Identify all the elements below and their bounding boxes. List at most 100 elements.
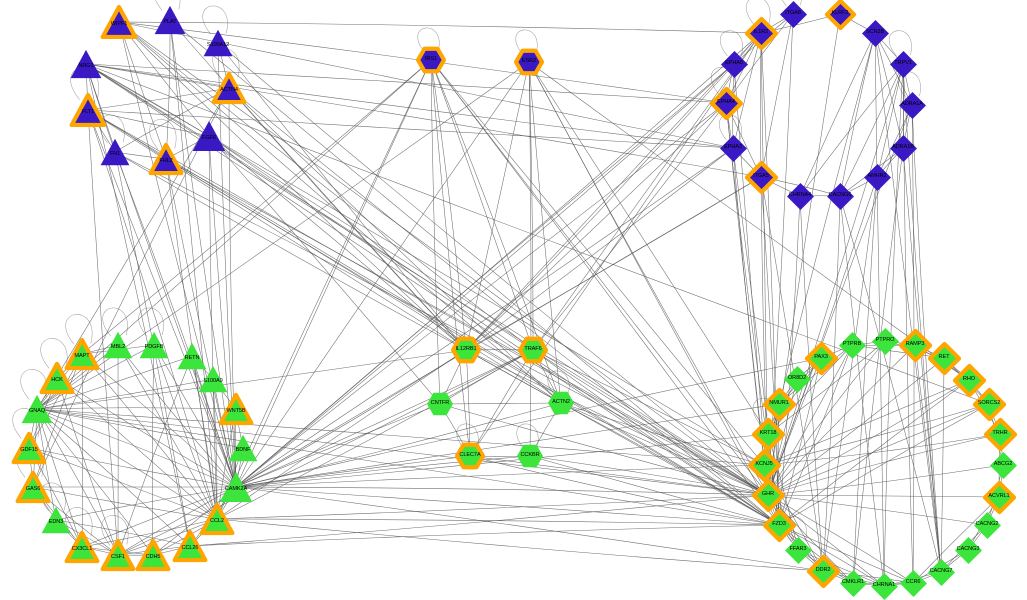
graph-edge <box>778 524 914 584</box>
graph-edge <box>235 357 822 488</box>
graph-node-itga5[interactable]: ITGA5 <box>744 160 779 195</box>
graph-node-actn2[interactable]: ACTN2 <box>545 387 577 419</box>
graph-node-flt1[interactable]: FLT1 <box>68 90 108 130</box>
graph-node-s100a12[interactable]: S100A12 <box>200 25 236 61</box>
graph-node-chrna4[interactable]: CHRNA4 <box>784 180 817 213</box>
graph-node-cckbr[interactable]: CCKBR <box>514 440 546 472</box>
graph-node-gdf15[interactable]: GDF15 <box>10 429 48 467</box>
graph-edge <box>85 63 765 466</box>
graph-edge <box>208 135 218 520</box>
graph-edge <box>189 524 780 547</box>
graph-edge <box>28 447 237 488</box>
graph-edge <box>216 349 534 520</box>
graph-edge <box>36 408 83 548</box>
graph-edge <box>528 61 534 351</box>
graph-node-irs1[interactable]: IRS1 <box>415 44 447 76</box>
graph-edge <box>560 402 780 526</box>
graph-edge <box>87 109 734 149</box>
graph-edge <box>439 403 769 496</box>
graph-node-ccl26[interactable]: CCL26 <box>171 527 209 565</box>
graph-node-bdnf[interactable]: BDNF <box>225 430 261 466</box>
graph-edge <box>36 408 769 496</box>
graph-edge <box>822 176 878 572</box>
graph-edge <box>528 61 780 526</box>
graph-edge <box>81 518 218 548</box>
graph-edge <box>465 349 780 526</box>
graph-node-fgf6[interactable]: FGF6 <box>189 116 229 156</box>
graph-node-pdgfb[interactable]: PDGFB <box>136 327 172 363</box>
graph-node-fn1[interactable]: FN1 <box>97 134 133 170</box>
graph-edge <box>778 379 970 526</box>
graph-edge <box>778 344 853 526</box>
graph-node-gnaq[interactable]: GNAQ <box>18 390 56 428</box>
graph-edge <box>767 494 1000 498</box>
graph-node-il12rb1[interactable]: IL12RB1 <box>450 334 482 366</box>
graph-node-traf6[interactable]: TRAF6 <box>517 334 549 366</box>
graph-edge <box>85 63 191 547</box>
graph-node-csf1[interactable]: CSF1 <box>99 536 137 574</box>
graph-edge <box>778 403 990 526</box>
graph-node-mbl2[interactable]: MBL2 <box>100 327 136 363</box>
self-loop-edge <box>889 30 912 57</box>
graph-node-cntfr[interactable]: CNTFR <box>424 388 456 420</box>
graph-edge <box>235 63 735 488</box>
graph-node-adra1a[interactable]: ADRA1A <box>896 89 929 122</box>
graph-edge <box>118 21 762 34</box>
graph-node-wnt5b[interactable]: WNT5B <box>217 390 255 428</box>
graph-node-actn4[interactable]: ACTN4 <box>210 69 248 107</box>
graph-edge <box>852 147 904 584</box>
graph-node-nrg1[interactable]: NRG1 <box>67 45 105 83</box>
graph-node-klrf2[interactable]: KLRF2 <box>824 0 857 31</box>
graph-node-epha4[interactable]: EPHA4 <box>709 86 744 121</box>
graph-node-amhr2[interactable]: AMHR2 <box>861 161 894 194</box>
graph-edge <box>169 19 467 351</box>
graph-edge <box>874 32 878 178</box>
self-loop-edge <box>516 423 539 449</box>
graph-edge <box>216 518 824 572</box>
graph-node-ptprb[interactable]: PTPRB <box>836 329 869 362</box>
graph-edge <box>529 455 780 526</box>
graph-node-fhl2[interactable]: FHL2 <box>147 140 185 178</box>
graph-node-plat[interactable]: PLAT <box>151 1 189 39</box>
graph-edge <box>430 59 534 351</box>
graph-node-krt18[interactable]: KRT18 <box>751 417 786 452</box>
graph-node-cacng6[interactable]: CACNG6 <box>824 180 857 213</box>
graph-edge <box>235 59 432 488</box>
graph-edge <box>87 109 119 556</box>
graph-edge <box>87 87 230 111</box>
graph-node-epha5[interactable]: EPHA5 <box>718 48 751 81</box>
graph-edge <box>876 176 885 587</box>
graph-edge <box>117 355 193 556</box>
graph-node-itga8[interactable]: ITGA8 <box>777 0 810 31</box>
graph-node-il1r2[interactable]: IL1R2 <box>744 16 779 51</box>
graph-edge <box>532 349 765 466</box>
graph-node-wipf1[interactable]: WIPF1 <box>99 2 139 42</box>
graph-node-cx3cl1[interactable]: CX3CL1 <box>63 528 101 566</box>
graph-node-clec7a[interactable]: CLEC7A <box>454 440 486 472</box>
graph-node-ddr2[interactable]: DDR2 <box>806 554 841 589</box>
graph-node-trpv1[interactable]: TRPV1 <box>887 48 920 81</box>
graph-edge <box>165 158 218 520</box>
graph-edge <box>152 344 155 556</box>
graph-node-ccr6[interactable]: CCR6 <box>897 567 930 600</box>
graph-edge <box>528 61 769 496</box>
graph-edge <box>191 355 237 488</box>
self-loop-edge <box>456 423 479 449</box>
graph-node-cdh5[interactable]: CDH5 <box>134 536 172 574</box>
graph-edge <box>56 377 218 520</box>
self-loop-edge <box>138 307 164 337</box>
graph-edge <box>191 355 218 520</box>
graph-node-gas6[interactable]: GAS6 <box>14 468 52 506</box>
graph-node-scn3b[interactable]: SCN3B <box>859 17 892 50</box>
graph-edge <box>117 486 237 556</box>
graph-node-abcg2[interactable]: ABCG2 <box>987 449 1020 482</box>
graph-edge <box>528 61 769 435</box>
graph-node-cmklr1[interactable]: CMKLR1 <box>837 567 870 600</box>
graph-edge <box>760 13 794 178</box>
graph-edge <box>87 109 467 351</box>
graph-node-esr2[interactable]: ESR2 <box>513 46 545 78</box>
graph-edge <box>763 433 1001 466</box>
graph-edge <box>235 486 769 496</box>
graph-node-trhr[interactable]: TRHR <box>983 417 1018 452</box>
